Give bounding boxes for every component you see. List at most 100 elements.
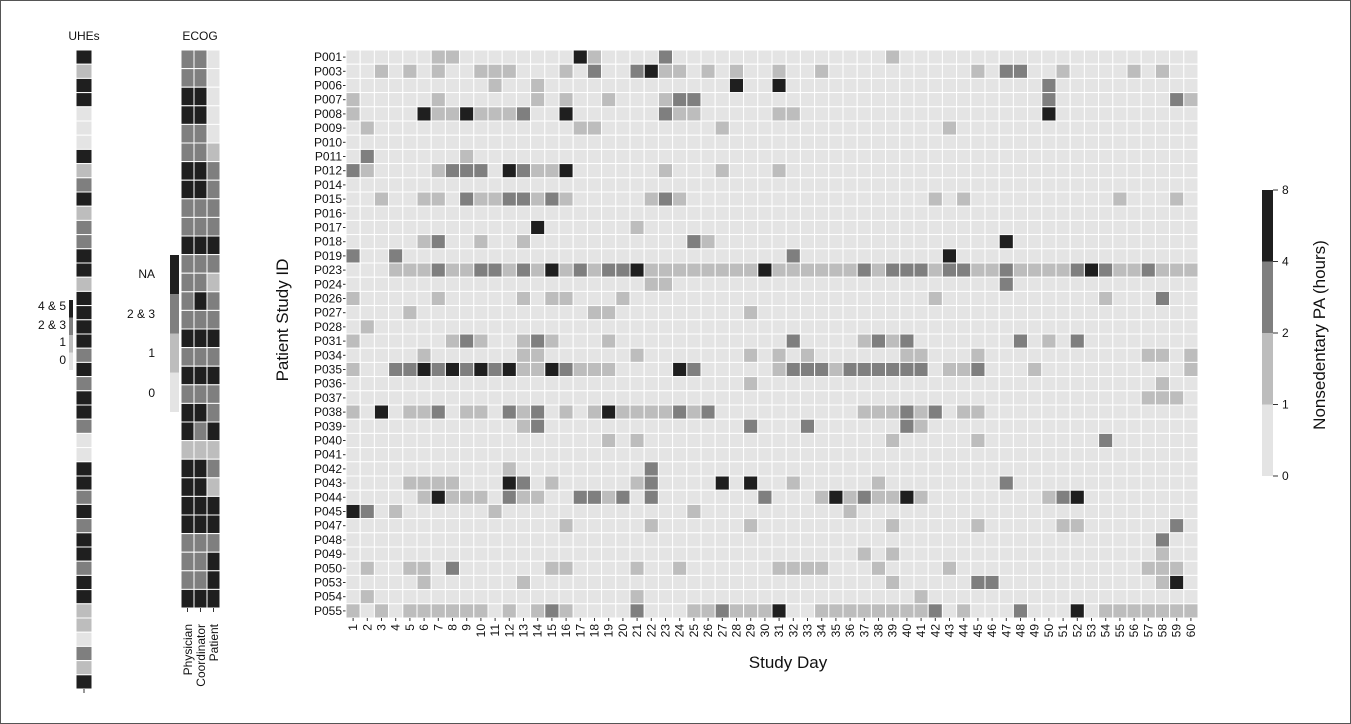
cell-P049-day-37 — [856, 546, 872, 562]
cell-P023-day-45 — [970, 262, 986, 278]
cell-P043-day-31 — [771, 475, 787, 491]
cell-P038-day-52 — [1069, 404, 1085, 420]
cell-P010-day-55 — [1112, 134, 1128, 150]
cell-P048-day-7 — [430, 532, 446, 548]
cell-P028-day-23 — [657, 319, 674, 335]
cell-P009-day-51 — [1055, 120, 1071, 136]
cell-P049-day-53 — [1083, 546, 1100, 562]
cell-P040-day-39 — [885, 432, 901, 449]
cell-P014-day-25 — [686, 177, 702, 193]
uhes-cell — [75, 234, 93, 250]
cell-P019-day-48 — [1012, 248, 1029, 264]
x-tick-day-45: 45 — [971, 624, 985, 638]
cell-P014-day-13 — [515, 177, 532, 193]
cell-P024-day-3 — [373, 276, 390, 292]
cell-P035-day-51 — [1055, 361, 1071, 378]
cell-P048-day-57 — [1140, 532, 1156, 548]
cell-P048-day-16 — [558, 532, 574, 548]
cell-P036-day-60 — [1183, 376, 1199, 392]
cell-P031-day-11 — [487, 333, 503, 349]
cell-P009-day-33 — [799, 120, 816, 136]
cell-P040-day-36 — [842, 432, 858, 449]
cell-P023-day-13 — [515, 262, 532, 278]
cell-P024-day-31 — [771, 276, 787, 292]
cell-P050-day-33 — [799, 560, 816, 576]
cell-P016-day-31 — [771, 205, 787, 221]
cell-P003-day-8 — [444, 63, 461, 79]
cell-P003-day-40 — [899, 63, 915, 79]
cell-P055-day-36 — [842, 603, 858, 619]
uhes-cell — [75, 276, 93, 292]
cell-P041-day-33 — [799, 447, 816, 463]
cell-P035-day-60 — [1183, 361, 1199, 378]
cell-P026-day-53 — [1083, 290, 1100, 307]
cell-P048-day-12 — [501, 532, 517, 548]
cell-P017-day-25 — [686, 219, 702, 236]
cell-P011-day-22 — [643, 148, 659, 165]
cell-P047-day-26 — [700, 518, 716, 534]
cell-P014-day-21 — [629, 177, 645, 193]
cell-P039-day-9 — [459, 418, 475, 434]
cell-P040-day-17 — [572, 432, 588, 449]
cell-P003-day-49 — [1027, 63, 1043, 79]
cell-P031-day-26 — [700, 333, 716, 349]
cell-P019-day-8 — [444, 248, 461, 264]
x-tick-day-18: 18 — [588, 624, 602, 638]
cell-P017-day-23 — [657, 219, 674, 236]
cell-P047-day-37 — [856, 518, 872, 534]
cell-P019-day-25 — [686, 248, 702, 264]
cell-P055-day-24 — [672, 603, 688, 619]
cell-P042-day-33 — [799, 461, 816, 477]
cell-P054-day-48 — [1012, 589, 1029, 605]
cell-P037-day-12 — [501, 390, 517, 406]
y-tick-P014: P014 — [314, 178, 342, 192]
cell-P045-day-26 — [700, 503, 716, 520]
cell-P019-day-39 — [885, 248, 901, 264]
cell-P031-day-44 — [956, 333, 972, 349]
cell-P036-day-55 — [1112, 376, 1128, 392]
cell-P018-day-11 — [487, 234, 503, 250]
cell-P049-day-28 — [728, 546, 745, 562]
cell-P049-day-4 — [388, 546, 404, 562]
cell-P010-day-15 — [544, 134, 560, 150]
cell-P045-day-1 — [345, 503, 361, 520]
cell-P054-day-53 — [1083, 589, 1100, 605]
cell-P017-day-3 — [373, 219, 390, 236]
cell-P055-day-12 — [501, 603, 517, 619]
cell-P043-day-50 — [1041, 475, 1057, 491]
cell-P006-day-26 — [700, 77, 716, 94]
cell-P008-day-11 — [487, 106, 503, 122]
cell-P036-day-57 — [1140, 376, 1156, 392]
cell-P011-day-59 — [1169, 148, 1185, 165]
cell-P036-day-54 — [1098, 376, 1114, 392]
cell-P035-day-20 — [615, 361, 631, 378]
cell-P047-day-3 — [373, 518, 390, 534]
cell-P045-day-60 — [1183, 503, 1199, 520]
cell-P028-day-58 — [1154, 319, 1171, 335]
cell-P012-day-22 — [643, 163, 659, 179]
cell-P026-day-36 — [842, 290, 858, 307]
cell-P014-day-5 — [402, 177, 418, 193]
cell-P001-day-31 — [771, 49, 787, 65]
cell-P023-day-57 — [1140, 262, 1156, 278]
cell-P001-day-59 — [1169, 49, 1185, 65]
cell-P038-day-20 — [615, 404, 631, 420]
cell-P048-day-54 — [1098, 532, 1114, 548]
cell-P042-day-1 — [345, 461, 361, 477]
cell-P024-day-21 — [629, 276, 645, 292]
cell-P047-day-41 — [913, 518, 929, 534]
y-tick-P008: P008 — [314, 107, 342, 121]
cell-P036-day-20 — [615, 376, 631, 392]
cell-P012-day-46 — [984, 163, 1000, 179]
cell-P008-day-25 — [686, 106, 702, 122]
cell-P042-day-3 — [373, 461, 390, 477]
cell-P049-day-25 — [686, 546, 702, 562]
ecog-cell — [193, 495, 208, 516]
cell-P027-day-60 — [1183, 305, 1199, 321]
cell-P038-day-12 — [501, 404, 517, 420]
cell-P031-day-48 — [1012, 333, 1029, 349]
cell-P011-day-13 — [515, 148, 532, 165]
cell-P027-day-39 — [885, 305, 901, 321]
cell-P036-day-39 — [885, 376, 901, 392]
cell-P027-day-23 — [657, 305, 674, 321]
